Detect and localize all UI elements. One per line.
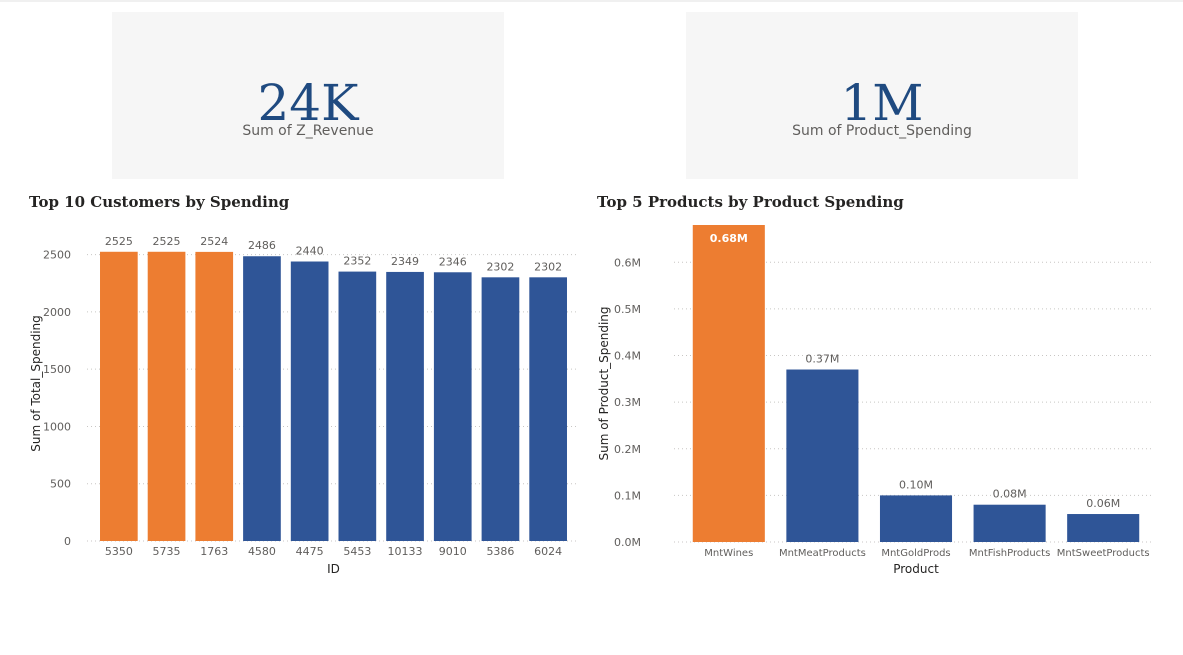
y-tick-label: 1500 xyxy=(43,363,71,376)
data-label: 2525 xyxy=(105,235,133,248)
data-label: 2346 xyxy=(439,255,467,268)
bar[interactable] xyxy=(786,369,859,542)
x-tick-label: 5386 xyxy=(486,545,514,558)
data-label: 0.68M xyxy=(710,232,748,245)
x-tick-label: 9010 xyxy=(439,545,467,558)
products-bar-chart[interactable]: 0.0M 0.1M 0.2M 0.3M 0.4M 0.5M 0.6M 0.68M MntWine… xyxy=(590,215,1183,585)
bar[interactable] xyxy=(195,251,234,541)
y-tick-label: 0.4M xyxy=(614,350,641,363)
data-label: 2440 xyxy=(296,245,324,258)
data-label: 0.10M xyxy=(899,478,933,491)
x-tick-label: 5350 xyxy=(105,545,133,558)
x-tick-label: 1763 xyxy=(200,545,228,558)
y-tick-label: 0.3M xyxy=(614,396,641,409)
bar[interactable] xyxy=(290,261,329,541)
bar[interactable] xyxy=(433,272,472,541)
kpi-card-revenue[interactable]: 24K Sum of Z_Revenue xyxy=(112,12,504,179)
bar[interactable] xyxy=(386,271,424,541)
bar[interactable] xyxy=(879,495,953,542)
x-tick-label: MntFishProducts xyxy=(969,548,1050,559)
bar[interactable] xyxy=(529,277,567,541)
y-tick-label: 0.6M xyxy=(614,256,641,269)
bar[interactable] xyxy=(243,256,281,541)
data-label: 2302 xyxy=(486,260,514,273)
data-label: 2486 xyxy=(248,239,276,252)
chart-title-top-customers: Top 10 Customers by Spending xyxy=(29,193,290,211)
bar[interactable] xyxy=(973,504,1046,542)
x-tick-label: MntWines xyxy=(704,548,753,559)
kpi-product-spending-value: 1M xyxy=(840,74,924,132)
x-tick-label: 4475 xyxy=(296,545,324,558)
bar[interactable] xyxy=(1067,514,1140,542)
data-label: 0.08M xyxy=(993,488,1027,501)
bar[interactable] xyxy=(692,225,765,542)
y-tick-label: 0.5M xyxy=(614,303,641,316)
chart-title-top-products: Top 5 Products by Product Spending xyxy=(597,193,904,211)
x-axis-title: ID xyxy=(327,562,340,576)
kpi-card-product-spending[interactable]: 1M Sum of Product_Spending xyxy=(686,12,1078,179)
y-axis-title: Sum of Product_Spending xyxy=(597,306,611,460)
x-tick-label: 5735 xyxy=(153,545,181,558)
y-tick-label: 500 xyxy=(50,478,71,491)
data-label: 0.37M xyxy=(805,353,839,366)
x-tick-label: 4580 xyxy=(248,545,276,558)
kpi-revenue-value: 24K xyxy=(257,74,359,132)
data-label: 2352 xyxy=(343,255,371,268)
top-divider xyxy=(0,0,1183,2)
y-tick-label: 0 xyxy=(64,535,71,548)
x-axis-title: Product xyxy=(893,562,939,576)
data-label: 2349 xyxy=(391,255,419,268)
x-tick-label: MntSweetProducts xyxy=(1057,548,1150,559)
x-tick-label: MntGoldProds xyxy=(881,548,950,559)
bar[interactable] xyxy=(338,271,377,541)
x-tick-label: 5453 xyxy=(343,545,371,558)
y-tick-label: 2000 xyxy=(43,306,71,319)
kpi-product-spending-label: Sum of Product_Spending xyxy=(792,123,972,139)
data-label: 2302 xyxy=(534,260,562,273)
y-tick-label: 0.2M xyxy=(614,443,641,456)
data-label: 0.06M xyxy=(1086,497,1120,510)
y-axis-title: Sum of Total_Spending xyxy=(29,315,43,452)
x-tick-label: 10133 xyxy=(388,545,423,558)
bar[interactable] xyxy=(147,251,186,541)
customers-bar-chart[interactable]: 0 500 1000 1500 2000 2500 2525 5350 2525 5735 2524… xyxy=(0,215,590,585)
data-label: 2525 xyxy=(153,235,181,248)
bar[interactable] xyxy=(100,251,138,541)
y-tick-label: 0.1M xyxy=(614,489,641,502)
y-tick-label: 1000 xyxy=(43,420,71,433)
data-label: 2524 xyxy=(200,235,228,248)
x-tick-label: 6024 xyxy=(534,545,562,558)
y-tick-label: 0.0M xyxy=(614,536,641,549)
x-tick-label: MntMeatProducts xyxy=(779,548,866,559)
y-tick-label: 2500 xyxy=(43,249,71,262)
bar[interactable] xyxy=(481,277,520,541)
kpi-revenue-label: Sum of Z_Revenue xyxy=(242,123,374,139)
